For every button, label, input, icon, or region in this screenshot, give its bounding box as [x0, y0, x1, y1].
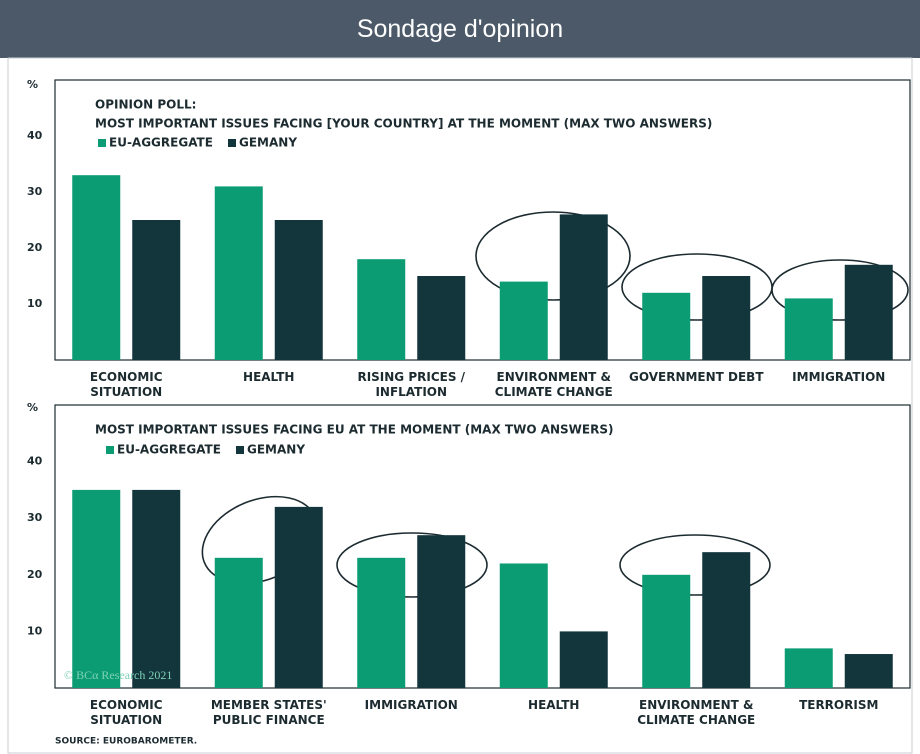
highlight-ellipse — [336, 532, 488, 598]
chart-title: OPINION POLL: — [95, 98, 196, 112]
x-tick-label: ENVIRONMENT & CLIMATE CHANGE — [637, 698, 756, 727]
bar — [702, 552, 751, 688]
bar — [72, 489, 121, 688]
watermark: © BCα Research 2021 — [64, 668, 172, 682]
legend-swatch — [98, 139, 106, 147]
x-tick-label: GOVERNMENT DEBT — [628, 370, 764, 384]
x-tick-label: HEALTH — [528, 698, 580, 712]
legend-label: GEMANY — [239, 136, 297, 150]
bar — [642, 574, 691, 688]
legend-swatch — [236, 446, 244, 454]
legend-label: EU-AGGREGATE — [117, 443, 221, 457]
bar — [844, 654, 893, 688]
bar — [274, 220, 323, 360]
bar — [499, 563, 548, 688]
x-tick-label: HEALTH — [243, 370, 295, 384]
bar — [417, 535, 466, 688]
bar — [642, 292, 691, 360]
x-tick-label: ENVIRONMENT & CLIMATE CHANGE — [494, 370, 613, 399]
plot-area — [54, 404, 911, 689]
y-tick-label: 30 — [27, 511, 43, 524]
y-tick-label: 20 — [27, 568, 43, 581]
y-tick-label: 10 — [27, 624, 43, 637]
bar — [417, 276, 466, 360]
y-tick-label: 20 — [27, 241, 43, 254]
y-axis-label: % — [27, 78, 38, 91]
y-tick-label: 30 — [27, 185, 43, 198]
source: SOURCE: EUROBAROMETER. — [55, 737, 197, 747]
chart-title: MOST IMPORTANT ISSUES FACING EU AT THE M… — [95, 423, 613, 437]
plot-area — [54, 79, 911, 361]
legend-label: EU-AGGREGATE — [109, 136, 213, 150]
frame — [7, 57, 913, 754]
x-tick-label: ECONOMIC SITUATION — [89, 370, 163, 399]
bar — [702, 276, 751, 360]
x-tick-label: TERRORISM — [799, 698, 879, 712]
header-title: Sondage d'opinion — [0, 0, 920, 58]
bar — [784, 648, 833, 688]
y-tick-label: 40 — [27, 129, 43, 142]
y-axis-label: % — [27, 401, 38, 414]
bar — [559, 631, 608, 688]
x-tick-label: RISING PRICES / INFLATION — [357, 370, 466, 399]
x-tick-label: IMMIGRATION — [364, 698, 458, 712]
highlight-ellipse — [619, 534, 771, 596]
legend-label: GEMANY — [247, 443, 305, 457]
bar — [132, 220, 181, 360]
bar — [214, 557, 263, 688]
bar — [499, 281, 548, 360]
bar — [559, 214, 608, 360]
bar — [844, 264, 893, 360]
bar — [784, 298, 833, 360]
bar — [214, 186, 263, 360]
bar — [274, 506, 323, 688]
bar — [132, 489, 181, 688]
x-tick-label: ECONOMIC SITUATION — [89, 698, 163, 727]
legend-swatch — [106, 446, 114, 454]
bar — [72, 175, 121, 360]
x-tick-label: MEMBER STATES' PUBLIC FINANCE — [210, 698, 327, 727]
highlight-ellipse — [771, 259, 909, 321]
bar — [357, 557, 406, 688]
legend-swatch — [228, 139, 236, 147]
y-tick-label: 40 — [27, 455, 43, 468]
x-tick-label: IMMIGRATION — [792, 370, 886, 384]
y-tick-label: 10 — [27, 297, 43, 310]
bar — [357, 259, 406, 360]
chart-subtitle: MOST IMPORTANT ISSUES FACING [YOUR COUNT… — [95, 117, 712, 131]
highlight-ellipse — [475, 211, 631, 301]
